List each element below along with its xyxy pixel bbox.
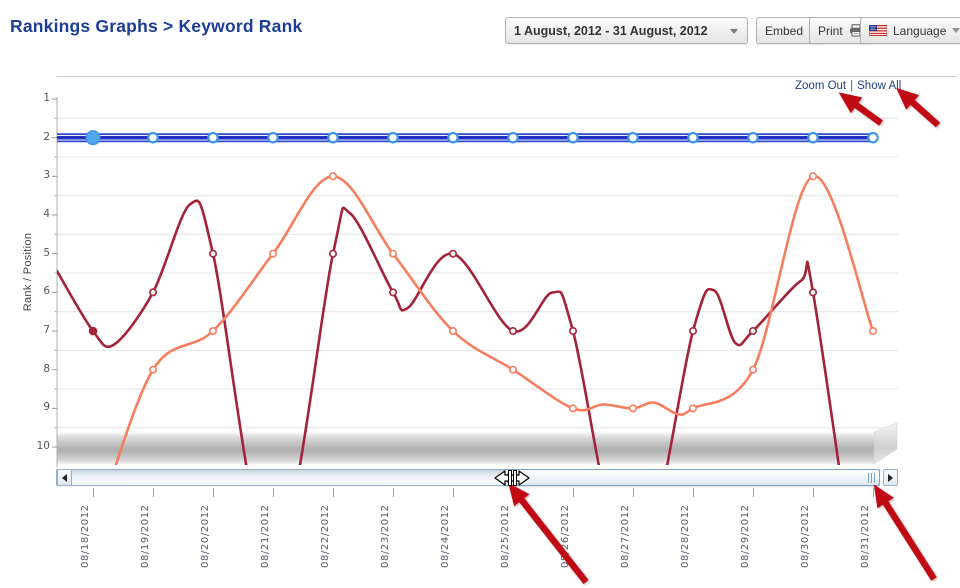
x-axis-date-label: 08/22/2012 [320, 504, 331, 568]
us-flag-icon [869, 25, 887, 36]
chart-plot-area[interactable] [49, 76, 900, 468]
zoom-out-link[interactable]: Zoom Out [795, 80, 847, 92]
scrollbar-thumb[interactable] [503, 469, 880, 486]
x-axis-tick [812, 488, 814, 497]
y-axis-tick-label: 3 [43, 169, 50, 182]
arrow-left-icon [62, 473, 67, 482]
show-all-link[interactable]: Show All [857, 80, 902, 92]
chart-horizontal-scrollbar [56, 468, 899, 488]
y-axis-tick-label: 10 [36, 440, 50, 453]
x-axis-tick [212, 488, 214, 497]
thumb-right-resize-grip[interactable] [868, 473, 876, 483]
x-axis-date-label: 08/18/2012 [80, 504, 91, 568]
x-axis-tick [332, 488, 334, 497]
x-axis-tick [632, 488, 634, 497]
x-axis-date-label: 08/24/2012 [440, 504, 451, 568]
x-axis-tick [452, 488, 454, 497]
y-axis-tick-label: 1 [43, 92, 50, 104]
thumb-left-resize-grip[interactable] [507, 473, 515, 483]
print-button-label: Print [818, 23, 843, 38]
chart-top-border [57, 76, 956, 77]
language-dropdown[interactable]: Language [860, 17, 960, 44]
x-axis-date-label: 08/26/2012 [560, 504, 571, 568]
y-axis-tick-label: 7 [43, 324, 50, 337]
y-axis-title: Rank / Position [22, 232, 34, 312]
x-axis-date-label: 08/20/2012 [200, 504, 211, 568]
x-axis-tick [272, 488, 274, 497]
x-axis-date-label: 08/19/2012 [140, 504, 151, 568]
x-axis-date-label: 08/25/2012 [500, 504, 511, 568]
chevron-down-icon [952, 28, 960, 33]
x-axis-tick [692, 488, 694, 497]
printer-icon [849, 24, 863, 37]
y-axis-tick-label: 9 [43, 401, 50, 414]
chart-zoom-controls: Zoom Out | Show All [795, 80, 901, 92]
x-axis-tick [392, 488, 394, 497]
date-range-dropdown[interactable]: 1 August, 2012 - 31 August, 2012 [505, 17, 748, 44]
y-axis-tick-label: 5 [43, 246, 50, 259]
x-axis-tick [512, 488, 514, 497]
x-axis-date-label: 08/21/2012 [260, 504, 271, 568]
x-axis-date-label: 08/30/2012 [800, 504, 811, 568]
x-axis-date-label: 08/29/2012 [740, 504, 751, 568]
embed-button-label: Embed [765, 23, 804, 38]
x-axis-date-label: 08/23/2012 [380, 504, 391, 568]
scrollbar-left-arrow-button[interactable] [57, 469, 72, 486]
x-axis-date-label: 08/27/2012 [620, 504, 631, 568]
x-axis-tick [872, 488, 874, 497]
x-axis-tick [752, 488, 754, 497]
y-axis-tick-label: 2 [43, 130, 50, 143]
arrow-to-thumb-left-grip [508, 482, 589, 585]
x-axis-date-label: 08/31/2012 [860, 504, 871, 568]
date-range-value: 1 August, 2012 - 31 August, 2012 [514, 23, 708, 38]
y-axis-tick-label: 6 [43, 285, 50, 298]
y-axis-tick-label: 8 [43, 362, 50, 375]
x-axis-tick [92, 488, 94, 497]
arrow-right-icon [888, 473, 893, 482]
x-axis-date-label: 08/28/2012 [680, 504, 691, 568]
link-separator: | [850, 80, 854, 92]
y-axis-tick-label: 4 [43, 208, 50, 220]
scrollbar-right-arrow-button[interactable] [883, 469, 898, 486]
language-button-label: Language [893, 23, 947, 38]
arrow-to-thumb-right-grip [873, 484, 937, 581]
page-title: Rankings Graphs > Keyword Rank [10, 16, 303, 36]
chevron-down-icon [730, 29, 738, 34]
arrow-to-show-all [896, 87, 941, 128]
x-axis-tick [572, 488, 574, 497]
x-axis-tick [152, 488, 154, 497]
